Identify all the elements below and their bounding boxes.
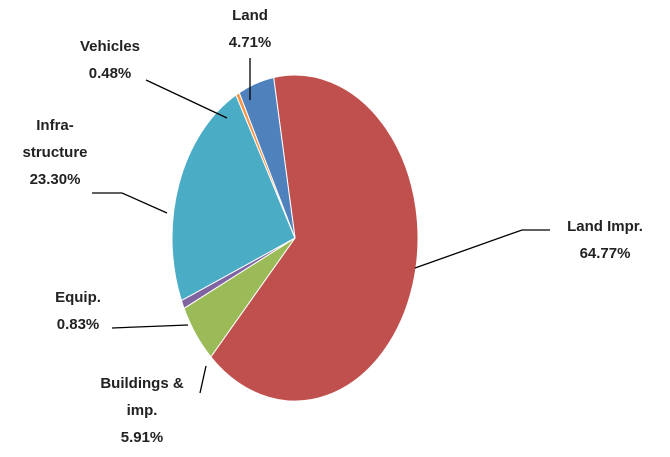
- value-label: 64.77%: [579, 245, 631, 262]
- slice-label: Infra- structure 23.30%: [22, 112, 87, 193]
- leader-line: [145, 79, 228, 119]
- leader-line: [199, 365, 207, 394]
- slices: [171, 74, 419, 402]
- leader-line: [92, 192, 168, 214]
- slice-label: Land 4.71%: [229, 2, 272, 56]
- value-label: 0.48%: [88, 65, 132, 82]
- category-name: Vehicles: [79, 38, 141, 55]
- pie-slice: [210, 74, 419, 402]
- leader-line: [111, 324, 189, 329]
- slice-label: Vehicles 0.48%: [80, 33, 140, 87]
- category-name: Infra- structure: [22, 117, 88, 161]
- value-label: 5.91%: [120, 429, 164, 446]
- category-name: Buildings & imp.: [100, 375, 184, 419]
- value-label: 4.71%: [228, 34, 272, 51]
- category-name: Land Impr.: [567, 218, 643, 235]
- pie-slice: [171, 94, 296, 302]
- category-name: Land: [232, 7, 268, 24]
- category-name: Equip.: [55, 289, 101, 306]
- value-label: 23.30%: [29, 171, 81, 188]
- pie-slice: [238, 76, 296, 239]
- slice-label: Land Impr. 64.77%: [567, 213, 643, 267]
- slice-label: Buildings & imp. 5.91%: [100, 370, 183, 451]
- value-label: 0.83%: [56, 316, 100, 333]
- leader-line: [414, 229, 550, 269]
- slice-label: Equip. 0.83%: [55, 284, 101, 338]
